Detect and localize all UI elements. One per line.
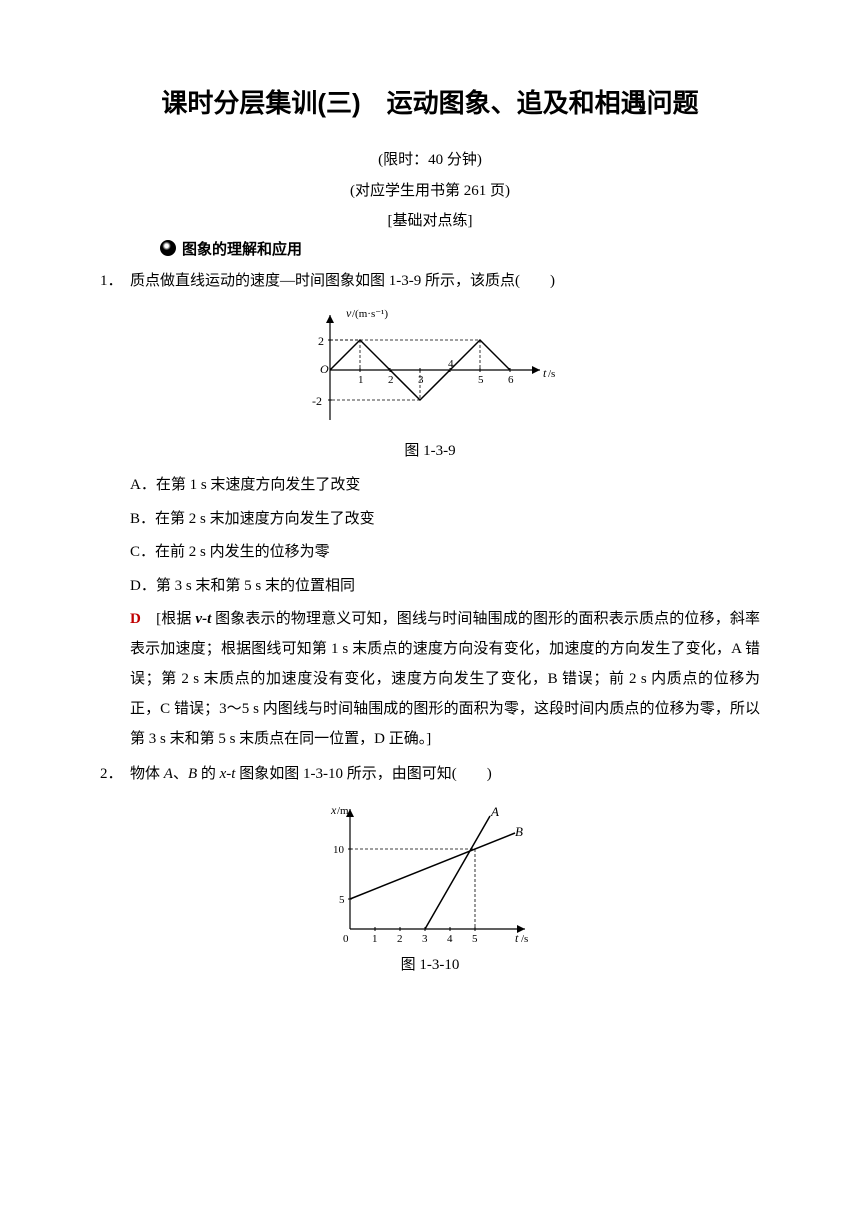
- figure-1-3-9-caption: 图 1-3-9: [100, 439, 760, 460]
- svg-text:6: 6: [508, 374, 514, 386]
- svg-text:A: A: [490, 804, 499, 819]
- q2-A: A: [164, 766, 173, 782]
- svg-text:B: B: [515, 824, 523, 839]
- figure-1-3-10: x /m t /s 0 1 2 3 4 5 5 10 A B 图 1-3-10: [100, 799, 760, 974]
- q2-post: 图象如图 1-3-10 所示，由图可知( ): [235, 766, 491, 782]
- q2-m1: 、: [173, 766, 188, 782]
- svg-text:t: t: [515, 931, 519, 945]
- svg-text:/m: /m: [337, 805, 349, 817]
- question-2: 2． 物体 A、B 的 x-t 图象如图 1-3-10 所示，由图可知( ): [100, 760, 760, 789]
- xt-chart: x /m t /s 0 1 2 3 4 5 5 10 A B: [315, 799, 545, 949]
- topic-text: 图象的理解和应用: [182, 238, 302, 259]
- q2-xt: x-t: [220, 766, 236, 782]
- svg-text:2: 2: [318, 334, 324, 348]
- answer-vt: v-t: [195, 611, 211, 627]
- option-a: A．在第 1 s 末速度方向发生了改变: [130, 470, 760, 502]
- svg-text:3: 3: [418, 374, 424, 386]
- svg-text:1: 1: [372, 933, 378, 945]
- svg-text:10: 10: [333, 844, 345, 856]
- svg-text:x: x: [330, 803, 337, 817]
- page-reference: (对应学生用书第 261 页): [100, 178, 760, 205]
- question-1: 1． 质点做直线运动的速度—时间图象如图 1-3-9 所示，该质点( ): [100, 267, 760, 296]
- q1-answer: D [根据 v-t 图象表示的物理意义可知，图线与时间轴围成的图形的面积表示质点…: [130, 604, 760, 754]
- topic-header: 图象的理解和应用: [160, 238, 760, 259]
- svg-text:0: 0: [343, 933, 349, 945]
- svg-text:/s: /s: [548, 368, 555, 380]
- q1-number: 1．: [100, 267, 130, 296]
- svg-text:/s: /s: [521, 933, 528, 945]
- svg-text:t: t: [543, 366, 547, 380]
- page-title: 课时分层集训(三) 运动图象、追及和相遇问题: [100, 80, 760, 127]
- svg-text:5: 5: [339, 894, 345, 906]
- time-limit: (限时：40 分钟): [100, 147, 760, 174]
- section-label: [基础对点练]: [100, 209, 760, 230]
- svg-text:O: O: [320, 362, 329, 376]
- q1-options: A．在第 1 s 末速度方向发生了改变 B．在第 2 s 末加速度方向发生了改变…: [130, 470, 760, 602]
- q2-stem: 物体 A、B 的 x-t 图象如图 1-3-10 所示，由图可知( ): [130, 760, 760, 789]
- q2-m2: 的: [197, 766, 220, 782]
- bullet-icon: [160, 240, 176, 256]
- svg-text:2: 2: [397, 933, 403, 945]
- answer-body: 图象表示的物理意义可知，图线与时间轴围成的图形的面积表示质点的位移，斜率表示加速…: [130, 611, 760, 747]
- figure-1-3-10-caption: 图 1-3-10: [100, 953, 760, 974]
- answer-prefix: [根据: [141, 611, 196, 627]
- svg-text:2: 2: [388, 374, 394, 386]
- svg-text:1: 1: [358, 374, 364, 386]
- svg-text:5: 5: [472, 933, 478, 945]
- option-b: B．在第 2 s 末加速度方向发生了改变: [130, 504, 760, 536]
- q1-stem: 质点做直线运动的速度—时间图象如图 1-3-9 所示，该质点( ): [130, 267, 760, 296]
- option-d: D．第 3 s 末和第 5 s 末的位置相同: [130, 571, 760, 603]
- svg-text:-2: -2: [312, 394, 322, 408]
- svg-text:5: 5: [478, 374, 484, 386]
- q2-B: B: [188, 766, 197, 782]
- q2-number: 2．: [100, 760, 130, 789]
- q2-pre: 物体: [130, 766, 164, 782]
- svg-text:3: 3: [422, 933, 428, 945]
- svg-text:/(m·s⁻¹): /(m·s⁻¹): [352, 308, 388, 320]
- answer-letter: D: [130, 611, 141, 627]
- figure-1-3-9: v /(m·s⁻¹) t /s 2 -2 O 1 2 3 4 5 6 图 1-3…: [100, 305, 760, 460]
- option-c: C．在前 2 s 内发生的位移为零: [130, 537, 760, 569]
- svg-text:4: 4: [447, 933, 453, 945]
- vt-chart: v /(m·s⁻¹) t /s 2 -2 O 1 2 3 4 5 6: [300, 305, 560, 435]
